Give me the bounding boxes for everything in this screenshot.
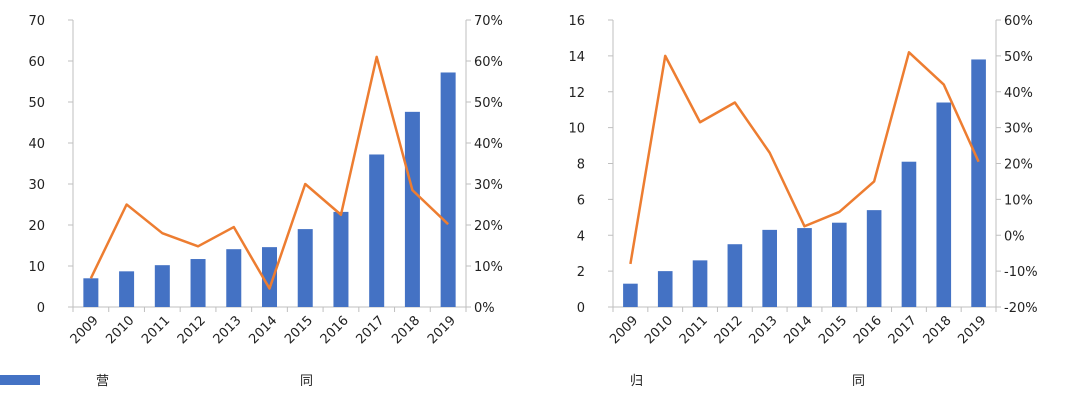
x-tick-label: 2014 bbox=[246, 313, 280, 347]
left-tick-label: 40 bbox=[28, 137, 45, 152]
bar bbox=[727, 244, 743, 307]
right-tick-label: 10% bbox=[474, 260, 503, 275]
bar bbox=[369, 154, 385, 307]
x-tick-label: 2014 bbox=[781, 313, 815, 347]
left-tick-label: 30 bbox=[28, 178, 45, 193]
x-tick-label: 2011 bbox=[677, 313, 711, 347]
right-tick-label: 70% bbox=[474, 14, 503, 29]
x-tick-label: 2009 bbox=[68, 313, 102, 347]
right-tick-label: 50% bbox=[474, 96, 503, 111]
x-tick-label: 2013 bbox=[211, 313, 245, 347]
bar bbox=[936, 102, 952, 307]
x-tick-label: 2016 bbox=[318, 313, 352, 347]
legend-bar-swatch bbox=[0, 375, 40, 385]
bar bbox=[866, 210, 882, 307]
bar bbox=[190, 259, 206, 307]
left-tick-label: 0 bbox=[37, 301, 45, 316]
x-tick-label: 2013 bbox=[747, 313, 781, 347]
x-tick-label: 2016 bbox=[851, 313, 885, 347]
x-tick-label: 2010 bbox=[642, 313, 676, 347]
bar bbox=[832, 222, 847, 307]
left-tick-label: 8 bbox=[577, 158, 585, 173]
right-tick-label: 60% bbox=[474, 55, 503, 70]
bar bbox=[440, 72, 456, 307]
right-tick-label: 20% bbox=[1004, 158, 1033, 173]
right-tick-label: 0% bbox=[474, 301, 495, 316]
left-tick-label: 10 bbox=[28, 260, 45, 275]
bar bbox=[623, 283, 638, 307]
right-tick-label: 0% bbox=[1004, 229, 1025, 244]
x-tick-label: 2018 bbox=[921, 313, 955, 347]
legend-bar-label: 营业收入（亿元） bbox=[96, 374, 1080, 389]
bar bbox=[404, 111, 420, 307]
right-tick-label: 10% bbox=[1004, 193, 1033, 208]
bar bbox=[154, 265, 170, 307]
x-tick-label: 2010 bbox=[103, 313, 137, 347]
left-tick-label: 10 bbox=[568, 122, 585, 137]
left-tick-label: 0 bbox=[577, 301, 585, 316]
left-tick-label: 70 bbox=[28, 14, 45, 29]
bar bbox=[692, 260, 708, 307]
bar bbox=[119, 271, 135, 307]
left-tick-label: 12 bbox=[568, 86, 585, 101]
x-tick-label: 2017 bbox=[886, 313, 920, 347]
left-tick-label: 50 bbox=[28, 96, 45, 111]
right-tick-label: 50% bbox=[1004, 50, 1033, 65]
right-tick-label: 40% bbox=[474, 137, 503, 152]
left-tick-label: 60 bbox=[28, 55, 45, 70]
bar bbox=[971, 59, 986, 308]
bar bbox=[83, 278, 99, 307]
x-tick-label: 2015 bbox=[816, 313, 850, 347]
right-tick-label: 60% bbox=[1004, 14, 1033, 29]
right-tick-label: 40% bbox=[1004, 86, 1033, 101]
bar bbox=[762, 229, 777, 307]
right-tick-label: 20% bbox=[474, 219, 503, 234]
left-tick-label: 6 bbox=[577, 193, 585, 208]
right-tick-label: -20% bbox=[1004, 301, 1038, 316]
left-tick-label: 20 bbox=[28, 219, 45, 234]
x-tick-label: 2015 bbox=[282, 313, 316, 347]
x-tick-label: 2011 bbox=[139, 313, 173, 347]
legend-line-label: 同比增速（%） bbox=[300, 374, 1080, 389]
bar bbox=[226, 249, 242, 307]
right-tick-label: -10% bbox=[1004, 265, 1038, 280]
chart-1: 0102030405060700%10%20%30%40%50%60%70%20… bbox=[0, 14, 1080, 389]
right-tick-label: 30% bbox=[1004, 122, 1033, 137]
x-tick-label: 2019 bbox=[955, 313, 989, 347]
legend: 归母净利润（亿元）同比增速（%） bbox=[0, 374, 1080, 389]
bar bbox=[901, 161, 917, 307]
x-tick-label: 2017 bbox=[354, 313, 388, 347]
legend: 营业收入（亿元）同比增速（%） bbox=[0, 374, 1080, 389]
left-tick-label: 2 bbox=[577, 265, 585, 280]
bar bbox=[657, 271, 673, 307]
x-tick-label: 2009 bbox=[607, 313, 641, 347]
x-tick-label: 2012 bbox=[712, 313, 746, 347]
left-tick-label: 16 bbox=[568, 14, 585, 29]
x-tick-label: 2019 bbox=[425, 313, 459, 347]
right-tick-label: 30% bbox=[474, 178, 503, 193]
bar bbox=[333, 211, 349, 307]
x-tick-label: 2012 bbox=[175, 313, 209, 347]
bar bbox=[297, 229, 313, 307]
legend-line-label: 同比增速（%） bbox=[852, 374, 1080, 389]
bar bbox=[261, 247, 278, 307]
x-tick-label: 2018 bbox=[389, 313, 423, 347]
left-tick-label: 4 bbox=[577, 229, 585, 244]
left-tick-label: 14 bbox=[568, 50, 585, 65]
bar bbox=[797, 228, 812, 307]
